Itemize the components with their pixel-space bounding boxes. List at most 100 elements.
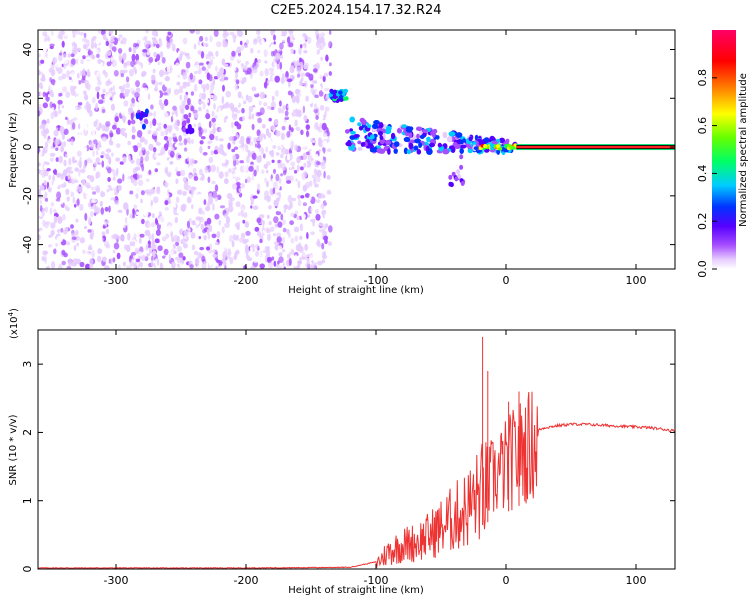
spectrogram-speck bbox=[362, 230, 365, 234]
spectrogram-noise-blob bbox=[299, 91, 304, 95]
spectrogram-noise-blob bbox=[261, 123, 266, 129]
spectrogram-noise-blob bbox=[213, 149, 219, 155]
spectrogram-noise-blob bbox=[240, 135, 245, 144]
spectrogram-noise-blob bbox=[172, 202, 177, 208]
spectrogram-noise-blob bbox=[228, 168, 232, 173]
spectrogram-spot bbox=[182, 126, 187, 133]
spectrogram-noise-blob bbox=[178, 142, 184, 146]
spectrogram-noise-blob bbox=[205, 53, 210, 60]
spectrogram-noise-blob bbox=[222, 84, 225, 92]
spectrogram-noise-blob bbox=[99, 200, 103, 207]
spectrogram-noise-blob bbox=[150, 222, 156, 228]
spectrogram-tone-blob bbox=[490, 146, 495, 151]
spectrogram-noise-blob bbox=[174, 119, 180, 126]
spectrogram-noise-blob bbox=[59, 197, 64, 205]
spectrogram-noise-blob bbox=[158, 136, 163, 144]
spectrogram-speck bbox=[347, 37, 350, 40]
spectrogram-noise-blob bbox=[115, 157, 120, 162]
spectrogram-noise-blob bbox=[224, 242, 230, 249]
spectrogram-noise-blob bbox=[146, 51, 151, 56]
spectrogram-noise-blob bbox=[232, 65, 237, 72]
spectrogram-noise-blob bbox=[169, 150, 175, 158]
spectrogram-noise-blob bbox=[156, 122, 162, 126]
spectrogram-noise-blob bbox=[163, 45, 167, 52]
spectrogram-noise-blob bbox=[152, 63, 157, 71]
spectrogram-noise-blob bbox=[186, 56, 191, 60]
spectrogram-noise-blob bbox=[235, 249, 240, 255]
spectrogram-noise-blob bbox=[249, 247, 253, 253]
spectrogram-noise-blob bbox=[136, 59, 140, 64]
spectrogram-noise-blob bbox=[215, 158, 219, 166]
spectrogram-noise-blob bbox=[265, 146, 269, 153]
spectrogram-spot bbox=[186, 117, 191, 124]
spectrogram-noise-blob bbox=[215, 65, 218, 72]
spectrogram-noise-blob bbox=[244, 244, 249, 252]
spectrogram-noise-blob bbox=[96, 71, 100, 77]
spectrogram-noise-blob bbox=[95, 86, 99, 92]
spectrogram-noise-blob bbox=[44, 34, 50, 41]
spectrogram-noise-blob bbox=[193, 112, 199, 118]
spectrogram-noise-blob bbox=[104, 240, 110, 248]
spectrogram-noise-blob bbox=[211, 117, 216, 123]
spectrogram-noise-blob bbox=[151, 213, 155, 219]
spectrogram-noise-blob bbox=[278, 256, 284, 263]
spectrogram-noise-blob bbox=[315, 115, 319, 120]
spectrogram-noise-blob bbox=[241, 196, 245, 200]
spectrogram-ridge-blob bbox=[405, 126, 413, 133]
spectrogram-speck bbox=[334, 52, 337, 55]
spectrogram-noise-blob bbox=[314, 122, 319, 130]
spectrogram-noise-blob bbox=[176, 235, 180, 243]
spectrogram-noise-blob bbox=[253, 44, 257, 50]
spectrogram-noise-blob bbox=[317, 37, 322, 45]
spectrogram-noise-blob bbox=[123, 100, 129, 107]
spectrogram-noise-blob bbox=[126, 196, 132, 201]
spectrogram-noise-blob bbox=[190, 53, 196, 60]
spectrogram-noise-blob bbox=[181, 203, 187, 209]
spectrogram-noise-blob bbox=[322, 140, 328, 148]
spectrogram-noise-blob bbox=[280, 173, 284, 177]
spectrogram-noise-blob bbox=[255, 61, 260, 68]
spectrogram-noise-blob bbox=[241, 142, 245, 148]
spectrogram-noise-blob bbox=[211, 249, 218, 254]
spectrogram-noise-blob bbox=[185, 104, 190, 111]
spectrogram-noise-blob bbox=[279, 61, 283, 70]
spectrogram-noise-blob bbox=[136, 130, 143, 138]
spectrogram-noise-blob bbox=[112, 85, 116, 92]
spectrogram-noise-blob bbox=[306, 130, 309, 138]
spectrogram-y-tick-label: 20 bbox=[21, 91, 34, 105]
spectrogram-noise-blob bbox=[257, 59, 262, 63]
spectrogram-noise-blob bbox=[268, 221, 272, 226]
snr-x-tick-label: -100 bbox=[364, 574, 389, 587]
spectrogram-ridge-blob bbox=[345, 141, 352, 147]
spectrogram-noise-blob bbox=[82, 55, 86, 60]
spectrogram-noise-blob bbox=[173, 243, 177, 249]
spectrogram-noise-blob bbox=[256, 129, 261, 137]
spectrogram-noise-blob bbox=[48, 252, 53, 259]
spectrogram-noise-blob bbox=[79, 261, 85, 268]
spectrogram-noise-blob bbox=[185, 61, 191, 69]
spectrogram-noise-blob bbox=[136, 172, 140, 180]
spectrogram-noise-blob bbox=[190, 105, 195, 112]
spectrogram-noise-blob bbox=[89, 232, 94, 240]
spectrogram-noise-blob bbox=[263, 223, 267, 229]
spectrogram-noise-blob bbox=[224, 63, 229, 68]
spectrogram-noise-blob bbox=[55, 242, 58, 247]
spectrogram-noise-blob bbox=[323, 87, 330, 92]
spectrogram-noise-blob bbox=[205, 246, 211, 251]
spectrogram-noise-blob bbox=[148, 218, 154, 223]
spectrogram-noise-blob bbox=[38, 182, 42, 186]
spectrogram-noise-blob bbox=[280, 84, 286, 90]
spectrogram-noise-blob bbox=[42, 219, 46, 227]
spectrogram-noise-blob bbox=[221, 226, 225, 234]
spectrogram-noise-blob bbox=[149, 85, 154, 90]
spectrogram-band-blob bbox=[343, 88, 348, 94]
spectrogram-noise-blob bbox=[237, 147, 243, 153]
spectrogram-noise-blob bbox=[273, 113, 278, 120]
spectrogram-noise-blob bbox=[300, 72, 306, 77]
spectrogram-noise-blob bbox=[52, 175, 55, 182]
spectrogram-noise-blob bbox=[62, 229, 68, 235]
spectrogram-noise-blob bbox=[83, 202, 89, 210]
spectrogram-noise-blob bbox=[326, 131, 330, 137]
spectrogram-noise-blob bbox=[256, 217, 262, 224]
